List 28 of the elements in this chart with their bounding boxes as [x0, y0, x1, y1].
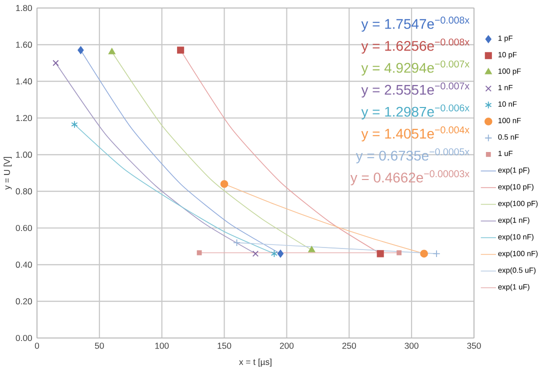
x-axis-title: x = t [µs]	[239, 358, 272, 367]
x-tick-label: 100	[155, 342, 169, 349]
x-tick-label: 0	[34, 342, 40, 349]
y-tick-label: 1.00	[16, 152, 32, 158]
annotation: y = 1.6256e$^{−0.008x}$	[361, 38, 470, 54]
y-tick-label: 0.60	[16, 224, 32, 232]
x-tick-label: 50	[94, 342, 104, 349]
y-tick-label: 0.80	[16, 188, 32, 194]
y-axis-title: y = U [V]	[4, 156, 12, 190]
y-tick-label: 1.40	[16, 78, 32, 84]
y-tick-label: 0.20	[16, 298, 32, 304]
annotation: y = 2.5551e$^{−0.007x}$	[361, 82, 470, 98]
x-tick-label: 300	[404, 342, 418, 349]
annotation: y = 1.2987e$^{−0.006x}$	[361, 104, 470, 120]
x-tick-label: 250	[342, 342, 356, 349]
annotation: y = 1.4051e$^{−0.004x}$	[361, 126, 470, 142]
y-tick-label: 0.40	[16, 262, 32, 268]
annotation: y = 0.6735e$^{−0.0005x}$	[356, 148, 470, 164]
y-tick-label: 1.20	[16, 114, 32, 122]
x-tick-label: 200	[280, 342, 294, 349]
y-tick-label: 0.00	[16, 334, 32, 342]
y-tick-label: 1.60	[16, 42, 32, 48]
x-tick-label: 350	[467, 342, 481, 349]
annotation: y = 4.9294e$^{−0.007x}$	[361, 60, 470, 76]
x-tick-label: 150	[218, 342, 232, 349]
annotation: y = 1.7547e$^{−0.008x}$	[361, 16, 470, 32]
y-tick-label: 1.80	[16, 4, 32, 12]
annotation: y = 0.4662e$^{−0.00003x}$	[350, 170, 470, 186]
